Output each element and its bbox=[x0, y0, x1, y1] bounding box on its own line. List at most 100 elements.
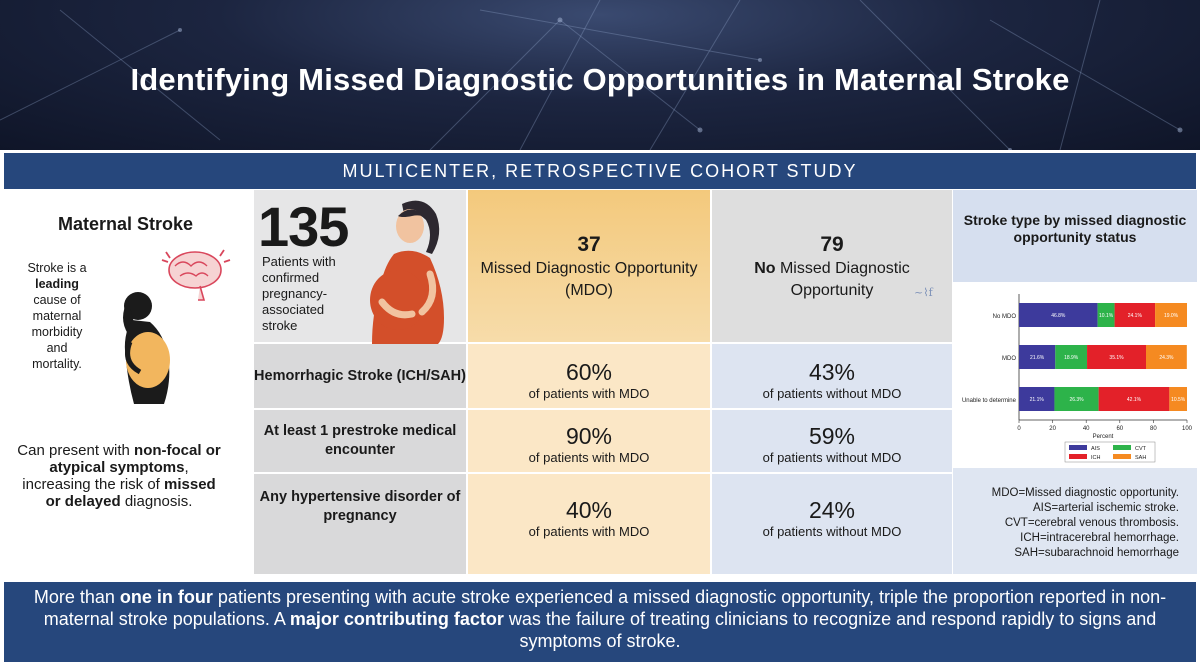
legend-swatch-sah bbox=[1113, 454, 1131, 459]
no-mdo-hemorrhagic-sub: of patients without MDO bbox=[762, 386, 902, 401]
atypical-symptoms-note: Can present with non-focal or atypical s… bbox=[14, 442, 224, 510]
bar-segment-ich bbox=[1114, 303, 1156, 327]
header: Identifying Missed Diagnostic Opportunit… bbox=[0, 0, 1200, 150]
note-text-end: diagnosis. bbox=[124, 493, 193, 510]
brain-icon bbox=[161, 249, 231, 301]
x-tick-label: 40 bbox=[1083, 426, 1090, 432]
abbr-mdo: MDO=Missed diagnostic opportunity. bbox=[991, 487, 1179, 499]
bar-segment-ich bbox=[1098, 387, 1170, 411]
pregnant-woman-illustration bbox=[370, 200, 444, 344]
mdo-hypertensive-cell: 40% of patients with MDO bbox=[468, 474, 710, 574]
bar-segment-ais bbox=[1019, 345, 1056, 369]
no-mdo-prestroke-value: 59% bbox=[808, 423, 856, 449]
conclusion-text-2: patients presenting with acute stroke ex… bbox=[43, 587, 1167, 629]
category-label: MDO bbox=[1002, 356, 1016, 362]
legend-box bbox=[1064, 441, 1156, 463]
maternal-stroke-title: Maternal Stroke bbox=[58, 214, 194, 234]
mdo-hypertensive-sub: of patients with MDO bbox=[528, 524, 650, 539]
no-mdo-header: 79 No Missed Diagnostic Opportunity bbox=[722, 234, 942, 302]
row-label-hypertensive: Any hypertensive disorder of pregnancy bbox=[259, 489, 461, 524]
stroke-type-panel: Stroke type by missed diagnostic opportu… bbox=[953, 190, 1197, 580]
mdo-hemorrhagic-cell: 60% of patients with MDO bbox=[468, 344, 710, 408]
data-label: 19.0% bbox=[1164, 313, 1179, 319]
no-mdo-hypertensive-value: 24% bbox=[808, 497, 856, 523]
desc-bold: leading bbox=[35, 277, 79, 291]
conclusion-banner: More than one in four patients presentin… bbox=[4, 582, 1196, 662]
signature-mark: ~⌇f bbox=[914, 286, 933, 299]
total-patients-description: Patients with confirmed pregnancy-associ… bbox=[262, 254, 336, 333]
data-label: 24.1% bbox=[1128, 313, 1143, 319]
total-patients-cell: 135 Patients with confirmed pregnancy-as… bbox=[254, 190, 466, 344]
x-tick-label: 60 bbox=[1116, 426, 1123, 432]
data-label: 35.1% bbox=[1109, 355, 1124, 361]
abbr-ich: ICH=intracerebral hemorrhage. bbox=[1020, 532, 1179, 544]
bar-segment-ich bbox=[1087, 345, 1147, 369]
bar-segment-cvt bbox=[1055, 345, 1088, 369]
mdo-prestroke-sub: of patients with MDO bbox=[528, 450, 650, 465]
chart-title-box: Stroke type by missed diagnostic opportu… bbox=[953, 190, 1197, 282]
note-bold-missed: missed or delayed bbox=[45, 476, 216, 510]
no-mdo-label: Missed Diagnostic Opportunity bbox=[779, 260, 910, 299]
mdo-label: Missed Diagnostic Opportunity (MDO) bbox=[480, 260, 698, 299]
legend-swatch-cvt bbox=[1113, 445, 1131, 450]
maternal-stroke-panel: Maternal Stroke Stroke is a leading caus… bbox=[0, 190, 252, 580]
conclusion-text-3: was the failure of treating clinicians t… bbox=[508, 609, 1157, 651]
legend-label: ICH bbox=[1091, 455, 1101, 461]
abbr-cvt: CVT=cerebral venous thrombosis. bbox=[1004, 517, 1179, 529]
note-text: Can present with bbox=[17, 442, 130, 459]
conclusion-bold-1: one in four bbox=[119, 587, 213, 607]
data-label: 10.5% bbox=[1171, 397, 1186, 403]
stacked-bar-chart: No MDO 46.8% 10.1% 24.1% 19.0% MDO 21.6% 18.9% 3… bbox=[962, 294, 1193, 463]
desc-text: Stroke is a bbox=[27, 261, 87, 275]
bar-segment-ais bbox=[1019, 303, 1098, 327]
bar-segment-sah bbox=[1155, 303, 1187, 327]
no-mdo-label-bold: No bbox=[754, 260, 776, 277]
no-mdo-hemorrhagic-value: 43% bbox=[808, 359, 856, 385]
comparison-table: 135 Patients with confirmed pregnancy-as… bbox=[254, 190, 952, 574]
data-label: 42.1% bbox=[1127, 397, 1142, 403]
mdo-hypertensive-value: 40% bbox=[565, 497, 613, 523]
x-tick-label: 80 bbox=[1150, 426, 1157, 432]
abbr-sah: SAH=subarachnoid hemorrhage bbox=[1014, 547, 1179, 559]
total-patients-count: 135 bbox=[258, 195, 349, 258]
maternal-stroke-description: Stroke is a leading cause of maternal mo… bbox=[22, 260, 92, 372]
pregnant-woman-brain-illustration bbox=[123, 249, 231, 404]
category-label: No MDO bbox=[993, 314, 1017, 320]
abbreviations-list: MDO=Missed diagnostic opportunity. AIS=a… bbox=[953, 486, 1193, 561]
no-mdo-hypertensive-sub: of patients without MDO bbox=[762, 524, 902, 539]
data-label: 21.1% bbox=[1030, 397, 1045, 403]
mdo-hemorrhagic-sub: of patients with MDO bbox=[528, 386, 650, 401]
mdo-prestroke-value: 90% bbox=[565, 423, 613, 449]
legend-label: AIS bbox=[1091, 446, 1100, 452]
no-mdo-count: 79 bbox=[820, 233, 844, 256]
legend-label: CVT bbox=[1135, 446, 1147, 452]
data-label: 24.3% bbox=[1159, 355, 1174, 361]
note-bold-symptoms: non-focal or atypical symptoms bbox=[49, 442, 221, 476]
bar-segment-sah bbox=[1146, 345, 1187, 369]
legend-swatch-ais bbox=[1069, 445, 1087, 450]
stroke-type-chart: No MDO 46.8% 10.1% 24.1% 19.0% MDO 21.6% 18.9% 3… bbox=[953, 286, 1197, 466]
bar-segment-ais bbox=[1019, 387, 1055, 411]
no-mdo-prestroke-cell: 59% of patients without MDO bbox=[712, 410, 952, 472]
row-label-prestroke-encounter: At least 1 prestroke medical encounter bbox=[254, 410, 466, 472]
row-label-hypertensive-cell: Any hypertensive disorder of pregnancy bbox=[254, 474, 466, 574]
x-axis-title: Percent bbox=[1093, 434, 1114, 440]
x-tick-label: 20 bbox=[1049, 426, 1056, 432]
bar-segment-cvt bbox=[1054, 387, 1099, 411]
page-title: Identifying Missed Diagnostic Opportunit… bbox=[130, 62, 1070, 97]
x-tick-label: 0 bbox=[1017, 426, 1021, 432]
mdo-hemorrhagic-value: 60% bbox=[565, 359, 613, 385]
data-label: 46.8% bbox=[1051, 313, 1066, 319]
chart-title: Stroke type by missed diagnostic opportu… bbox=[963, 212, 1187, 245]
abbr-ais: AIS=arterial ischemic stroke. bbox=[1032, 502, 1179, 514]
data-label: 21.6% bbox=[1030, 355, 1045, 361]
mdo-count: 37 bbox=[577, 233, 601, 256]
data-label: 26.3% bbox=[1069, 397, 1084, 403]
conclusion-text-1: More than bbox=[33, 587, 115, 607]
study-type-banner: MULTICENTER, RETROSPECTIVE COHORT STUDY bbox=[4, 153, 1196, 189]
category-label: Unable to determine bbox=[962, 398, 1017, 404]
x-tick-label: 100 bbox=[1182, 426, 1193, 432]
desc-text-end: cause of maternal morbidity and mortalit… bbox=[31, 293, 83, 371]
bar-segment-cvt bbox=[1097, 303, 1115, 327]
legend-swatch-ich bbox=[1069, 454, 1087, 459]
